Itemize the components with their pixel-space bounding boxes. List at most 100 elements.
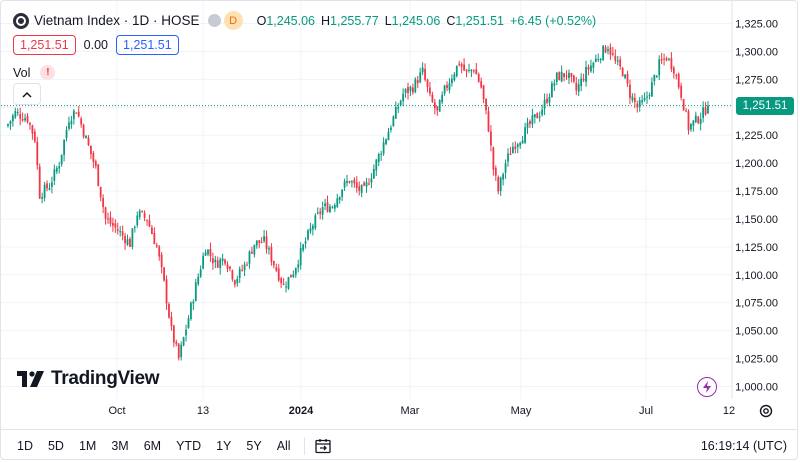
- candle-body: [560, 71, 563, 82]
- candle-body: [707, 105, 709, 114]
- range-all-button[interactable]: All: [276, 438, 291, 453]
- candle-body: [375, 159, 378, 171]
- range-5d-button[interactable]: 5D: [47, 438, 64, 453]
- candle-body: [197, 276, 200, 284]
- candle-body: [326, 202, 329, 212]
- candle-body: [16, 112, 19, 114]
- candle-body: [487, 111, 490, 132]
- candle-body: [426, 79, 429, 88]
- candle-body: [355, 182, 358, 188]
- candle-body: [429, 87, 431, 94]
- lightning-icon[interactable]: [697, 377, 717, 397]
- candle-body: [397, 107, 400, 109]
- candle-body: [611, 53, 614, 55]
- range-1m-button[interactable]: 1M: [78, 438, 97, 453]
- candle-body: [421, 67, 424, 73]
- candle-body: [199, 269, 202, 277]
- x-tick-label: 2024: [289, 405, 314, 417]
- candle-body: [60, 154, 63, 165]
- y-tick-label: 1,325.00: [735, 19, 778, 31]
- tradingview-logo[interactable]: TradingView: [17, 368, 160, 390]
- candle-body: [329, 206, 331, 213]
- candle-body: [65, 130, 68, 139]
- candle-body: [629, 84, 631, 98]
- candle-body: [472, 70, 475, 72]
- range-ytd-button[interactable]: YTD: [176, 438, 202, 453]
- y-tick-label: 1,225.00: [735, 130, 778, 142]
- candle-body: [126, 239, 129, 245]
- volume-label[interactable]: Vol: [13, 65, 31, 80]
- chart-canvas[interactable]: 1,325.001,300.001,275.001,250.001,225.00…: [1, 1, 798, 429]
- utc-clock[interactable]: 16:19:14 (UTC): [700, 438, 787, 453]
- candle-body: [41, 197, 44, 199]
- candle-body: [504, 163, 507, 173]
- candle-body: [433, 102, 436, 109]
- candle-body: [85, 135, 87, 139]
- candle-body: [492, 147, 495, 170]
- candle-body: [138, 211, 141, 217]
- candle-body: [272, 261, 275, 266]
- x-tick-label: May: [511, 405, 532, 417]
- spread-value: 0.00: [83, 38, 109, 52]
- candle-body: [680, 85, 683, 98]
- candle-body: [704, 107, 707, 115]
- candle-body: [97, 164, 100, 186]
- candle-body: [490, 131, 492, 146]
- calendar-icon[interactable]: [313, 436, 333, 456]
- candle-body: [53, 169, 56, 181]
- candle-body: [385, 139, 387, 145]
- candle-body: [324, 203, 326, 207]
- candle-body: [563, 73, 565, 77]
- candle-body: [121, 231, 124, 236]
- range-1y-button[interactable]: 1Y: [216, 438, 232, 453]
- candle-body: [214, 259, 217, 263]
- candle-body: [465, 69, 468, 72]
- candle-body: [172, 325, 175, 343]
- candle-body: [124, 236, 126, 244]
- collapse-legend-button[interactable]: [13, 83, 41, 105]
- gear-icon[interactable]: [758, 403, 774, 419]
- sell-button[interactable]: 1,251.51: [13, 35, 76, 55]
- candle-body: [119, 231, 122, 233]
- symbol-title[interactable]: Vietnam Index · 1D · HOSE: [34, 13, 200, 28]
- chevron-up-icon: [22, 91, 32, 98]
- y-tick-label: 1,150.00: [735, 214, 778, 226]
- symbol-logo-icon: [13, 12, 29, 29]
- range-3m-button[interactable]: 3M: [111, 438, 129, 453]
- y-tick-label: 1,075.00: [735, 298, 778, 310]
- candle-body: [451, 78, 453, 84]
- range-6m-button[interactable]: 6M: [143, 438, 162, 453]
- candle-body: [399, 100, 402, 106]
- candle-body: [441, 94, 444, 103]
- interval-badge[interactable]: D: [223, 11, 243, 30]
- candle-body: [699, 118, 702, 125]
- candle-body: [360, 184, 363, 193]
- candle-body: [621, 68, 624, 77]
- buy-button[interactable]: 1,251.51: [116, 35, 179, 55]
- candle-body: [72, 110, 75, 120]
- candle-body: [26, 116, 29, 123]
- candle-body: [416, 80, 419, 84]
- candle-body: [604, 47, 607, 53]
- candle-body: [609, 47, 612, 55]
- candle-body: [353, 179, 356, 184]
- candle-body: [448, 83, 451, 91]
- candle-body: [370, 178, 373, 183]
- candle-body: [524, 127, 526, 143]
- candle-body: [260, 242, 263, 244]
- candle-body: [287, 276, 290, 289]
- candle-body: [411, 87, 414, 93]
- candle-body: [280, 278, 283, 284]
- candle-body: [377, 153, 380, 162]
- range-1d-button[interactable]: 1D: [17, 438, 33, 453]
- candle-body: [192, 301, 195, 304]
- range-5y-button[interactable]: 5Y: [246, 438, 262, 453]
- candle-body: [321, 207, 324, 215]
- warning-icon[interactable]: !: [40, 65, 56, 80]
- candle-body: [282, 283, 285, 285]
- candle-body: [116, 229, 119, 231]
- candle-body: [602, 45, 605, 60]
- candle-body: [48, 188, 51, 190]
- candle-body: [643, 98, 646, 101]
